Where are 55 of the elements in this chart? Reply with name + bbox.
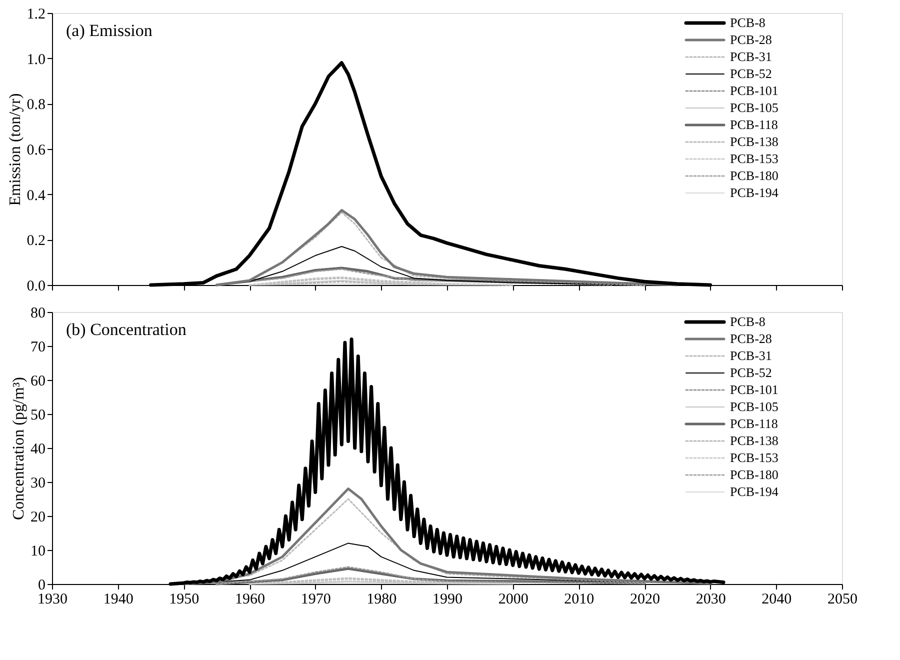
y-tick-label: 0.2 xyxy=(26,233,46,250)
y-tick-label: 20 xyxy=(30,510,46,526)
y-tick-label: 0.8 xyxy=(26,97,46,114)
legend-label: PCB-31 xyxy=(730,49,772,64)
y-tick-label: 70 xyxy=(30,340,46,356)
legend-label: PCB-118 xyxy=(730,117,778,132)
chart-title: (b) Concentration xyxy=(66,320,187,339)
x-tick-label: 2010 xyxy=(564,592,594,608)
y-tick-label: 30 xyxy=(30,476,46,492)
legend-label: PCB-194 xyxy=(730,484,779,499)
legend-label: PCB-180 xyxy=(730,467,778,482)
legend-label: PCB-138 xyxy=(730,433,778,448)
legend-label: PCB-153 xyxy=(730,450,778,465)
legend-label: PCB-138 xyxy=(730,134,778,149)
y-tick-label: 0.4 xyxy=(26,188,46,204)
y-tick-label: 1.0 xyxy=(26,52,46,68)
legend-label: PCB-8 xyxy=(730,314,766,329)
x-tick-label: 1970 xyxy=(300,592,331,608)
y-tick-label: 0.0 xyxy=(26,278,46,294)
x-tick-label: 1990 xyxy=(432,592,462,608)
y-tick-label: 10 xyxy=(30,544,46,560)
text: (a) Emission xyxy=(66,21,153,40)
y-tick-label: 40 xyxy=(30,442,46,458)
x-tick-label: 1950 xyxy=(169,592,200,608)
legend-label: PCB-153 xyxy=(730,151,778,166)
y-tick-label: 1.2 xyxy=(26,6,46,22)
x-tick-label: 1960 xyxy=(235,592,265,608)
y-tick-label: 50 xyxy=(30,408,46,424)
x-tick-label: 2050 xyxy=(828,592,858,608)
y-tick-label: 0.6 xyxy=(26,142,46,158)
legend-label: PCB-118 xyxy=(730,416,778,431)
legend-label: PCB-28 xyxy=(730,32,772,47)
x-tick-label: 2020 xyxy=(630,592,660,608)
legend-label: PCB-101 xyxy=(730,83,778,98)
x-tick-label: 1940 xyxy=(103,592,134,608)
legend-label: PCB-31 xyxy=(730,348,772,363)
x-tick-label: 2040 xyxy=(762,592,792,608)
legend-label: PCB-105 xyxy=(730,399,778,414)
y-tick-label: 0 xyxy=(38,578,46,594)
x-tick-label: 2000 xyxy=(498,592,528,608)
y-axis-title: Emission (ton/yr) xyxy=(6,93,24,206)
legend-label: PCB-28 xyxy=(730,331,772,346)
legend-label: PCB-194 xyxy=(730,185,779,200)
legend-label: PCB-105 xyxy=(730,100,778,115)
x-tick-label: 2030 xyxy=(696,592,726,608)
legend-label: PCB-101 xyxy=(730,382,778,397)
y-axis-title: Concentration (pg/m³) xyxy=(10,377,28,520)
y-tick-label: 60 xyxy=(30,374,46,390)
legend-label: PCB-8 xyxy=(730,15,766,30)
legend-label: PCB-52 xyxy=(730,365,772,380)
legend-label: PCB-180 xyxy=(730,168,778,183)
legend-label: PCB-52 xyxy=(730,66,772,81)
x-tick-label: 1930 xyxy=(38,592,68,608)
y-tick-label: 80 xyxy=(30,306,46,322)
x-tick-label: 1980 xyxy=(366,592,397,608)
